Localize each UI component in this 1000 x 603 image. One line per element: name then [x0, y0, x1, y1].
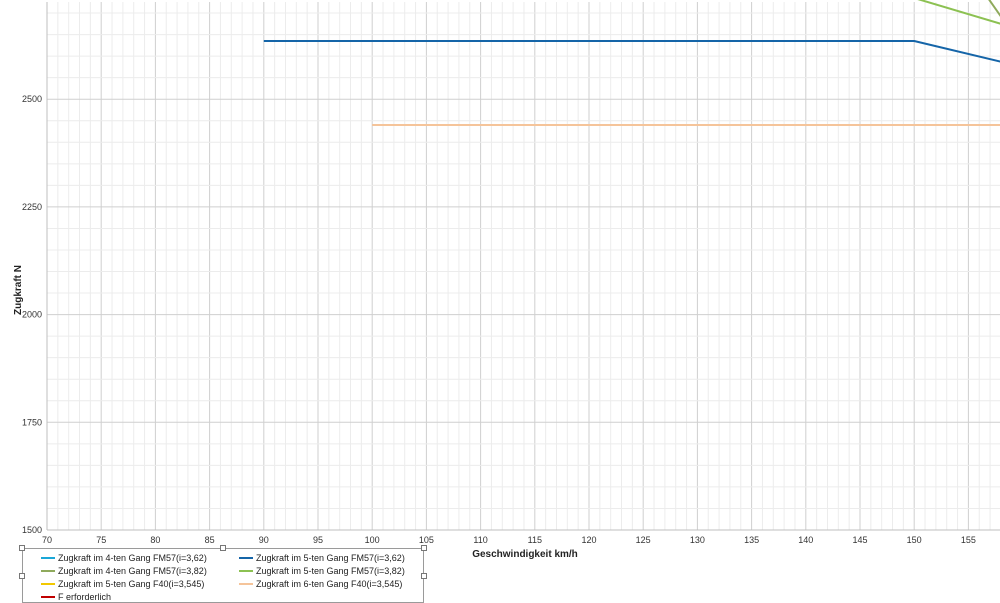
- x-tick-label: 80: [150, 535, 160, 545]
- x-tick-label: 100: [365, 535, 380, 545]
- legend-label: Zugkraft im 4-ten Gang FM57(i=3,62): [58, 553, 207, 563]
- chart-ticks: 70 75 80 85 90 95 100 105 110 115 120 125 130 135 140 1…: [22, 94, 976, 545]
- legend-entries: Zugkraft im 4-ten Gang FM57(i=3,62) Zugkr…: [41, 552, 429, 603]
- x-tick-label: 155: [961, 535, 976, 545]
- x-tick-label: 95: [313, 535, 323, 545]
- x-tick-label: 90: [259, 535, 269, 545]
- legend-swatch: [41, 557, 55, 559]
- legend-item[interactable]: Zugkraft im 5-ten Gang FM57(i=3,62): [239, 552, 429, 564]
- y-axis-title: Zugkraft N: [13, 265, 24, 315]
- resize-handle-top-middle[interactable]: [220, 545, 226, 551]
- x-tick-label: 140: [798, 535, 813, 545]
- legend-item[interactable]: Zugkraft im 6-ten Gang F40(i=3,545): [239, 578, 429, 590]
- x-tick-label: 105: [419, 535, 434, 545]
- resize-handle-middle-left[interactable]: [19, 573, 25, 579]
- legend-label: F erforderlich: [58, 592, 112, 602]
- legend-swatch: [239, 583, 253, 585]
- chart-legend[interactable]: Zugkraft im 4-ten Gang FM57(i=3,62) Zugkr…: [19, 545, 427, 603]
- x-tick-label: 70: [42, 535, 52, 545]
- x-axis-title: Geschwindigkeit km/h: [472, 549, 578, 560]
- legend-label: Zugkraft im 5-ten Gang FM57(i=3,62): [256, 553, 405, 563]
- y-tick-label: 1500: [22, 525, 42, 535]
- legend-swatch: [239, 557, 253, 559]
- legend-label: Zugkraft im 5-ten Gang FM57(i=3,82): [256, 566, 405, 576]
- legend-swatch: [41, 596, 55, 598]
- legend-item[interactable]: Zugkraft im 4-ten Gang FM57(i=3,62): [41, 552, 239, 564]
- legend-swatch: [41, 570, 55, 572]
- y-tick-label: 2500: [22, 94, 42, 104]
- legend-item[interactable]: F erforderlich: [41, 591, 239, 603]
- legend-swatch: [41, 583, 55, 585]
- x-tick-label: 75: [96, 535, 106, 545]
- resize-handle-top-left[interactable]: [19, 545, 25, 551]
- legend-label: Zugkraft im 5-ten Gang F40(i=3,545): [58, 579, 205, 589]
- series-line-2: [263, 40, 1000, 63]
- x-tick-label: 125: [636, 535, 651, 545]
- x-tick-label: 135: [744, 535, 759, 545]
- legend-item[interactable]: Zugkraft im 5-ten Gang FM57(i=3,82): [239, 565, 429, 577]
- x-tick-label: 130: [690, 535, 705, 545]
- x-tick-label: 150: [907, 535, 922, 545]
- resize-handle-top-right[interactable]: [421, 545, 427, 551]
- legend-item[interactable]: Zugkraft im 5-ten Gang F40(i=3,545): [41, 578, 239, 590]
- legend-label: Zugkraft im 6-ten Gang F40(i=3,545): [256, 579, 403, 589]
- y-tick-label: 1750: [22, 417, 42, 427]
- x-tick-label: 115: [528, 535, 542, 545]
- legend-spacer: [239, 591, 429, 603]
- x-tick-label: 110: [473, 535, 487, 545]
- y-tick-label: 2250: [22, 202, 42, 212]
- chart-grid: [46, 2, 1000, 531]
- legend-swatch: [239, 570, 253, 572]
- y-tick-label: 2000: [22, 310, 42, 320]
- chart-series: [263, 0, 1000, 126]
- x-tick-label: 120: [581, 535, 596, 545]
- x-tick-label: 85: [205, 535, 215, 545]
- legend-item[interactable]: Zugkraft im 4-ten Gang FM57(i=3,82): [41, 565, 239, 577]
- x-tick-label: 145: [852, 535, 867, 545]
- legend-label: Zugkraft im 4-ten Gang FM57(i=3,82): [58, 566, 207, 576]
- resize-handle-middle-right[interactable]: [421, 573, 427, 579]
